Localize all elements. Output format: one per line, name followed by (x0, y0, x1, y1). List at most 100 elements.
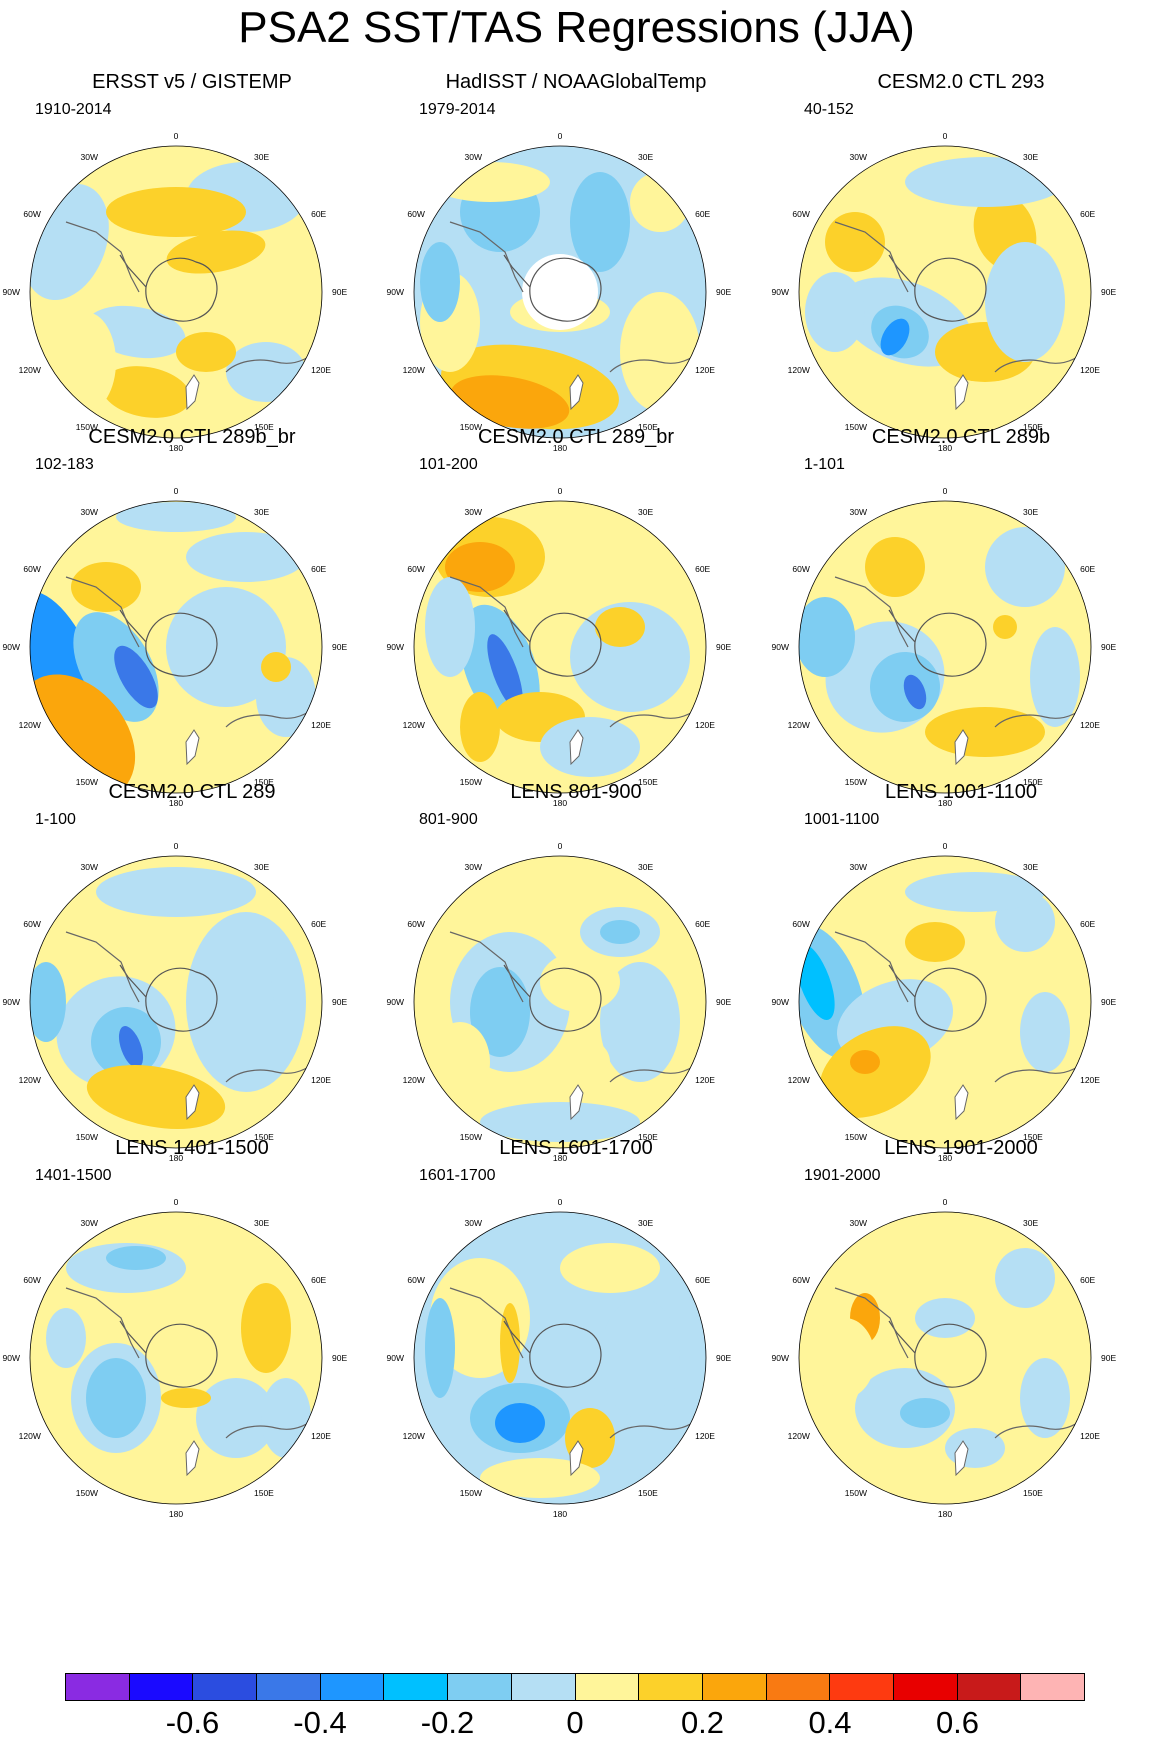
longitude-label: 150W (845, 777, 867, 787)
longitude-label: 120E (695, 1431, 715, 1441)
longitude-label: 120W (788, 720, 810, 730)
longitude-label: 150E (638, 422, 658, 432)
regression-contour (985, 242, 1065, 362)
map-boundary-circle (798, 500, 1092, 794)
longitude-label: 30E (638, 507, 653, 517)
antarctica-coastline (119, 1320, 218, 1388)
colorbar-swatch (193, 1673, 258, 1701)
longitude-label: 30W (850, 1218, 867, 1228)
map-boundary-circle (413, 500, 707, 794)
polar-stereographic-map: 0 30E 60E 90E 120E 150E 180 150W 120W 90W 60W 30W (772, 1197, 1117, 1519)
longitude-label: 60E (311, 564, 326, 574)
longitude-label: 90W (387, 642, 404, 652)
regression-contour (540, 717, 640, 777)
map-panel: CESM2.0 CTL 293 40-152 0 30E 60E 90E 120E 150E 1… (769, 70, 1153, 466)
regression-contour (815, 1318, 875, 1398)
longitude-label: 30E (254, 507, 269, 517)
regression-contour (799, 944, 835, 1020)
longitude-label: 150E (1023, 422, 1043, 432)
regression-contour (819, 1026, 931, 1118)
longitude-label: 150W (76, 1488, 98, 1498)
longitude-label: 120E (311, 1075, 331, 1085)
map-panel: ERSST v5 / GISTEMP 1910-2014 0 30E 60E 90E 120… (0, 70, 384, 466)
longitude-label: 120W (403, 720, 425, 730)
polar-stereographic-map: 0 30E 60E 90E 120E 150E 180 150W 120W 90W 60W 30W (387, 1197, 732, 1519)
longitude-label: 150E (1023, 1488, 1043, 1498)
colorbar-swatch (702, 1673, 767, 1701)
longitude-label: 120W (788, 1431, 810, 1441)
colorbar-tick-label: -0.2 (420, 1705, 475, 1740)
antarctica-coastline (119, 609, 218, 677)
longitude-label: 60W (407, 1275, 424, 1285)
colorbar-swatch (65, 1673, 130, 1701)
polar-stereographic-map: 0 30E 60E 90E 120E 150E 180 150W 120W 90W 60W 30W (387, 131, 732, 453)
longitude-label: 90W (387, 1353, 404, 1363)
panel-period: 101-200 (419, 456, 478, 473)
new-zealand-coastline (954, 1084, 969, 1121)
new-zealand-coastline (569, 729, 584, 766)
regression-contour (470, 967, 530, 1057)
regression-contour (900, 1398, 950, 1428)
regression-contour (86, 1358, 146, 1438)
panel-period: 1-100 (35, 811, 76, 828)
longitude-label: 60W (23, 919, 40, 929)
longitude-label: 90E (716, 997, 731, 1007)
longitude-label: 180 (553, 1509, 567, 1519)
longitude-label: 60W (792, 1275, 809, 1285)
new-zealand-coastline (569, 1440, 584, 1477)
panel-title: CESM2.0 CTL 289_br (477, 426, 674, 448)
regression-contour (522, 254, 598, 330)
longitude-label: 90W (3, 287, 20, 297)
colorbar-swatch (320, 1673, 385, 1701)
longitude-label: 60E (695, 919, 710, 929)
regression-contour (905, 872, 1045, 912)
longitude-label: 60W (23, 209, 40, 219)
panel-period: 1-101 (804, 456, 845, 473)
map-boundary-circle (413, 145, 707, 439)
south-america-coastline (834, 931, 909, 1003)
longitude-label: 150W (845, 1488, 867, 1498)
longitude-label: 60W (792, 209, 809, 219)
south-america-coastline (834, 576, 909, 648)
longitude-label: 90W (772, 287, 789, 297)
longitude-label: 30E (1023, 152, 1038, 162)
regression-contour (550, 1037, 610, 1087)
longitude-label: 120E (1080, 365, 1100, 375)
longitude-label: 90W (3, 642, 20, 652)
longitude-label: 0 (943, 841, 948, 851)
regression-contour (71, 562, 141, 612)
longitude-label: 90W (772, 997, 789, 1007)
longitude-label: 90W (387, 287, 404, 297)
panel-title: LENS 1001-1100 (885, 781, 1037, 803)
regression-contour (460, 692, 500, 762)
colorbar-tick-label: 0.6 (935, 1705, 980, 1740)
longitude-label: 30W (81, 152, 98, 162)
longitude-label: 150W (845, 422, 867, 432)
regression-contour (56, 312, 116, 412)
polar-stereographic-map: 0 30E 60E 90E 120E 150E 180 150W 120W 90W 60W 30W (3, 1197, 348, 1519)
longitude-label: 120E (695, 365, 715, 375)
new-zealand-coastline (185, 729, 200, 766)
longitude-label: 60W (407, 564, 424, 574)
longitude-label: 180 (938, 1509, 952, 1519)
colorbar-swatch (893, 1673, 958, 1701)
colorbar-swatch (511, 1673, 576, 1701)
regression-contour (995, 1248, 1055, 1308)
map-panel: LENS 1401-1500 1401-1500 0 30E 60E 90E 120E 150… (0, 1136, 384, 1532)
map-panel: LENS 801-900 801-900 0 30E 60E 90E 120E 150E 180… (384, 780, 768, 1176)
regression-contour (880, 318, 910, 356)
panel-period: 1001-1100 (804, 811, 880, 828)
panel-title: CESM2.0 CTL 289b (871, 426, 1051, 448)
regression-contour (176, 332, 236, 372)
longitude-label: 30W (465, 152, 482, 162)
map-panel: CESM2.0 CTL 289b 1-101 0 30E 60E 90E 120E 150E 1… (769, 425, 1153, 821)
longitude-label: 120W (19, 720, 41, 730)
longitude-label: 30E (1023, 862, 1038, 872)
longitude-label: 0 (174, 1197, 179, 1207)
panel-period: 1979-2014 (419, 101, 496, 118)
longitude-label: 90E (716, 287, 731, 297)
antarctica-coastline (503, 254, 602, 322)
map-boundary-circle (798, 855, 1092, 1149)
longitude-label: 30W (850, 862, 867, 872)
colorbar-tick-label: 0 (566, 1705, 584, 1740)
